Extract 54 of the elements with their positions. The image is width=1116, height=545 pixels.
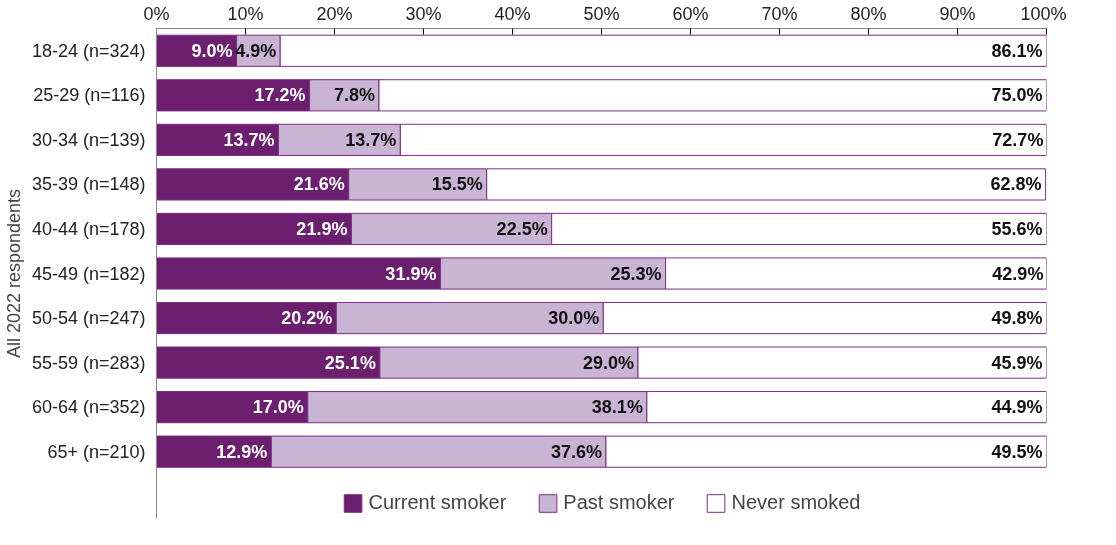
data-label: 7.8%	[333, 85, 375, 106]
data-label: 25.3%	[610, 263, 662, 284]
legend-label: Never smoked	[731, 491, 861, 514]
data-label: 12.9%	[216, 441, 268, 462]
y-tick-label: 25-29 (n=116)	[33, 85, 146, 106]
data-label: 15.5%	[431, 174, 483, 195]
data-label: 72.7%	[992, 129, 1044, 150]
data-label: 20.2%	[281, 308, 333, 329]
data-label: 21.9%	[296, 218, 348, 239]
y-tick-label: 35-39 (n=148)	[31, 174, 146, 195]
data-label: 86.1%	[991, 40, 1043, 61]
x-tick-label: 90%	[939, 3, 976, 24]
data-label: 21.6%	[293, 174, 345, 195]
x-tick-label: 70%	[761, 3, 798, 24]
data-label: 49.8%	[991, 308, 1043, 329]
data-label: 13.7%	[345, 129, 397, 150]
data-label: 30.0%	[548, 308, 600, 329]
data-label: 29.0%	[582, 352, 634, 373]
y-tick-label: 45-49 (n=182)	[31, 263, 146, 284]
data-label: 9.0%	[191, 40, 233, 61]
x-tick-label: 30%	[405, 3, 442, 24]
data-label: 13.7%	[223, 129, 275, 150]
data-label: 42.9%	[992, 263, 1044, 284]
x-tick-label: 50%	[583, 3, 620, 24]
y-axis-title: All 2022 respondents	[3, 188, 24, 359]
y-tick-label: 30-34 (n=139)	[31, 129, 146, 150]
y-tick-label: 40-44 (n=178)	[31, 218, 146, 239]
data-label: 25.1%	[324, 352, 376, 373]
y-tick-label: 55-59 (n=283)	[31, 352, 146, 373]
y-tick-label: 50-54 (n=247)	[31, 308, 146, 329]
x-tick-label: 10%	[227, 3, 264, 24]
x-tick-label: 40%	[494, 3, 531, 24]
y-tick-label: 60-64 (n=352)	[31, 397, 146, 418]
y-tick-label: 18-24 (n=324)	[31, 40, 146, 61]
data-label: 44.9%	[991, 397, 1043, 418]
data-label: 49.5%	[991, 441, 1043, 462]
x-tick-label: 20%	[316, 3, 353, 24]
y-tick-label: 65+ (n=210)	[47, 441, 146, 462]
data-label: 37.6%	[550, 441, 602, 462]
data-label: 17.0%	[252, 397, 304, 418]
x-tick-label: 60%	[672, 3, 709, 24]
data-label: 75.0%	[991, 85, 1043, 106]
data-label: 17.2%	[254, 85, 306, 106]
legend-label: Past smoker	[563, 491, 675, 514]
data-label: 62.8%	[990, 174, 1042, 195]
data-label: 22.5%	[496, 218, 548, 239]
data-label: 55.6%	[991, 218, 1043, 239]
data-label: 31.9%	[385, 263, 437, 284]
data-label: 45.9%	[991, 352, 1043, 373]
legend-label: Current smoker	[368, 491, 507, 514]
x-tick-label: 80%	[850, 3, 887, 24]
data-label: 38.1%	[591, 397, 643, 418]
x-tick-label: 0%	[143, 3, 170, 24]
x-tick-label: 100%	[1020, 3, 1067, 24]
